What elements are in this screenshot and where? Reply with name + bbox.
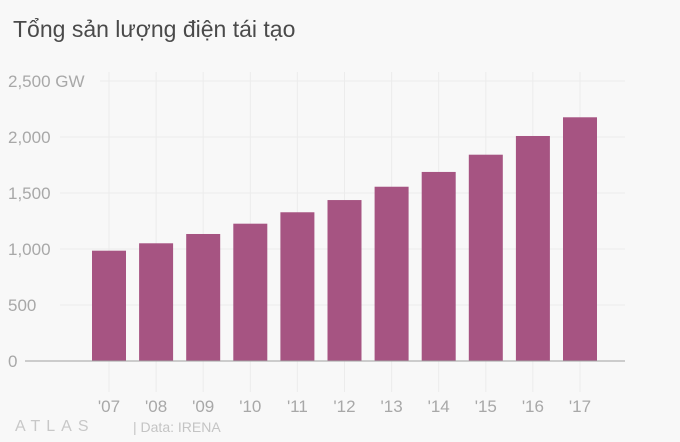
x-tick-label: '11 — [287, 397, 308, 416]
bar — [186, 233, 221, 361]
x-tick-label: '07 — [98, 397, 120, 416]
y-tick-label: 500 — [8, 296, 36, 315]
bar — [139, 243, 174, 361]
x-tick-label: '14 — [428, 397, 450, 416]
bar — [563, 117, 597, 362]
bar — [92, 250, 126, 361]
x-tick-label: '08 — [145, 397, 167, 416]
data-source: | Data: IRENA — [133, 419, 221, 435]
x-tick-label: '17 — [569, 397, 591, 416]
atlas-logo: ATLAS — [15, 418, 95, 435]
x-tick-label: '10 — [239, 397, 261, 416]
bar — [327, 200, 362, 361]
bar — [515, 135, 550, 361]
bar — [233, 223, 268, 361]
bar — [374, 186, 409, 361]
bar — [421, 171, 456, 361]
x-tick-label: '12 — [333, 397, 355, 416]
y-tick-label: 2,500 GW — [8, 72, 85, 91]
chart-title: Tổng sản lượng điện tái tạo — [13, 16, 296, 42]
bar — [468, 154, 503, 361]
y-tick-label: 2,000 — [8, 128, 51, 147]
x-tick-label: '13 — [381, 397, 403, 416]
x-tick-label: '16 — [522, 397, 544, 416]
x-tick-label: '15 — [475, 397, 497, 416]
y-tick-label: 0 — [8, 352, 17, 371]
y-tick-label: 1,000 — [8, 240, 51, 259]
bar — [280, 212, 315, 361]
y-tick-label: 1,500 — [8, 184, 51, 203]
x-tick-label: '09 — [192, 397, 214, 416]
